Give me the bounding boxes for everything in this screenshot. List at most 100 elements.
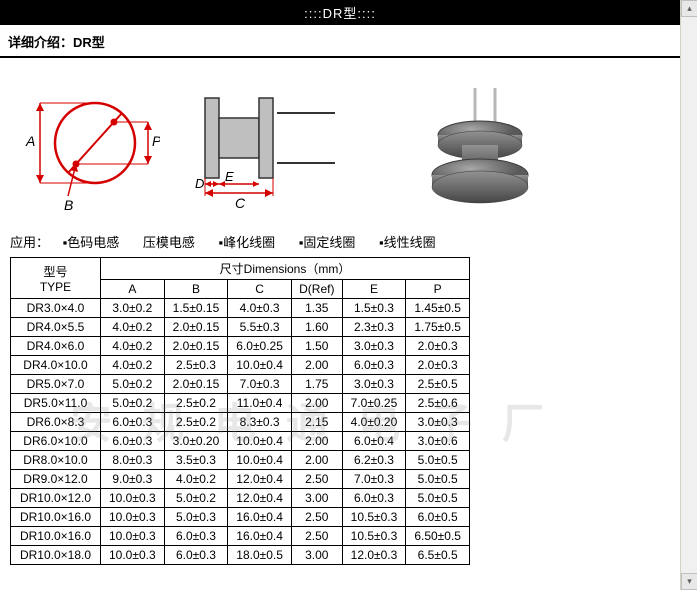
cell-d: 2.50 xyxy=(291,470,342,489)
cell-e: 10.5±0.3 xyxy=(342,508,406,527)
cell-type: DR10.0×16.0 xyxy=(11,527,101,546)
col-d: D(Ref) xyxy=(291,280,342,299)
table-row: DR8.0×10.08.0±0.33.5±0.310.0±0.42.006.2±… xyxy=(11,451,470,470)
cell-e: 6.0±0.4 xyxy=(342,432,406,451)
cell-b: 2.0±0.15 xyxy=(164,375,228,394)
diagram-top-view: A P B xyxy=(20,78,160,218)
cell-type: DR10.0×18.0 xyxy=(11,546,101,565)
cell-p: 2.5±0.6 xyxy=(406,394,470,413)
cell-p: 6.0±0.5 xyxy=(406,508,470,527)
cell-c: 8.3±0.3 xyxy=(228,413,292,432)
cell-c: 10.0±0.4 xyxy=(228,432,292,451)
cell-type: DR6.0×10.0 xyxy=(11,432,101,451)
cell-e: 3.0±0.3 xyxy=(342,375,406,394)
col-c: C xyxy=(228,280,292,299)
cell-b: 2.5±0.3 xyxy=(164,356,228,375)
col-b: B xyxy=(164,280,228,299)
cell-type: DR6.0×8.3 xyxy=(11,413,101,432)
subheader-label: 详细介绍： xyxy=(8,35,73,50)
col-p: P xyxy=(406,280,470,299)
scroll-up-button[interactable]: ▴ xyxy=(681,0,697,17)
cell-a: 4.0±0.2 xyxy=(101,318,165,337)
cell-a: 6.0±0.3 xyxy=(101,432,165,451)
cell-a: 5.0±0.2 xyxy=(101,375,165,394)
component-photo xyxy=(380,83,560,213)
cell-d: 3.00 xyxy=(291,546,342,565)
cell-b: 5.0±0.2 xyxy=(164,489,228,508)
scrollbar-track[interactable] xyxy=(681,17,697,573)
cell-d: 2.00 xyxy=(291,432,342,451)
cell-b: 6.0±0.3 xyxy=(164,527,228,546)
cell-p: 5.0±0.5 xyxy=(406,470,470,489)
cell-a: 10.0±0.3 xyxy=(101,527,165,546)
cell-p: 6.5±0.5 xyxy=(406,546,470,565)
diagram-side-view: C D E xyxy=(185,78,355,218)
cell-c: 12.0±0.4 xyxy=(228,470,292,489)
header-bar: ::::DR型:::: xyxy=(0,0,680,27)
cell-a: 5.0±0.2 xyxy=(101,394,165,413)
cell-a: 10.0±0.3 xyxy=(101,489,165,508)
cell-type: DR9.0×12.0 xyxy=(11,470,101,489)
cell-type: DR3.0×4.0 xyxy=(11,299,101,318)
cell-b: 2.5±0.2 xyxy=(164,413,228,432)
cell-b: 3.5±0.3 xyxy=(164,451,228,470)
subheader-model: DR型 xyxy=(73,35,105,50)
cell-type: DR5.0×11.0 xyxy=(11,394,101,413)
cell-d: 1.60 xyxy=(291,318,342,337)
cell-p: 6.50±0.5 xyxy=(406,527,470,546)
cell-d: 2.50 xyxy=(291,527,342,546)
cell-e: 4.0±0.20 xyxy=(342,413,406,432)
svg-text:A: A xyxy=(25,133,35,149)
cell-d: 3.00 xyxy=(291,489,342,508)
cell-a: 10.0±0.3 xyxy=(101,508,165,527)
table-row: DR10.0×18.010.0±0.36.0±0.318.0±0.53.0012… xyxy=(11,546,470,565)
col-a: A xyxy=(101,280,165,299)
cell-d: 2.00 xyxy=(291,356,342,375)
cell-type: DR5.0×7.0 xyxy=(11,375,101,394)
table-row: DR10.0×16.010.0±0.35.0±0.316.0±0.42.5010… xyxy=(11,508,470,527)
cell-a: 4.0±0.2 xyxy=(101,356,165,375)
cell-e: 3.0±0.3 xyxy=(342,337,406,356)
cell-e: 7.0±0.3 xyxy=(342,470,406,489)
svg-text:E: E xyxy=(225,169,234,184)
cell-c: 10.0±0.4 xyxy=(228,356,292,375)
cell-d: 1.35 xyxy=(291,299,342,318)
cell-b: 5.0±0.3 xyxy=(164,508,228,527)
table-row: DR3.0×4.03.0±0.21.5±0.154.0±0.31.351.5±0… xyxy=(11,299,470,318)
svg-text:C: C xyxy=(235,195,246,211)
cell-e: 6.0±0.3 xyxy=(342,356,406,375)
table-row: DR4.0×6.04.0±0.22.0±0.156.0±0.251.503.0±… xyxy=(11,337,470,356)
cell-c: 16.0±0.4 xyxy=(228,527,292,546)
table-row: DR4.0×5.54.0±0.22.0±0.155.5±0.31.602.3±0… xyxy=(11,318,470,337)
cell-p: 2.0±0.3 xyxy=(406,356,470,375)
cell-c: 5.5±0.3 xyxy=(228,318,292,337)
cell-p: 1.75±0.5 xyxy=(406,318,470,337)
cell-b: 2.0±0.15 xyxy=(164,337,228,356)
cell-c: 12.0±0.4 xyxy=(228,489,292,508)
app-item: ▪色码电感 xyxy=(63,235,130,250)
cell-type: DR8.0×10.0 xyxy=(11,451,101,470)
cell-d: 2.00 xyxy=(291,451,342,470)
cell-d: 1.75 xyxy=(291,375,342,394)
cell-c: 16.0±0.4 xyxy=(228,508,292,527)
dimensions-table: 型号TYPE 尺寸Dimensions（mm） A B C D(Ref) E P… xyxy=(10,257,470,565)
cell-e: 6.0±0.3 xyxy=(342,489,406,508)
applications-row: 应用： ▪色码电感 压模电感 ▪峰化线圈 ▪固定线圈 ▪线性线圈 xyxy=(0,228,680,257)
vertical-scrollbar[interactable]: ▴ ▾ xyxy=(680,0,697,590)
app-item: ▪峰化线圈 xyxy=(219,235,286,250)
cell-b: 1.5±0.15 xyxy=(164,299,228,318)
scroll-down-button[interactable]: ▾ xyxy=(681,573,697,590)
cell-c: 18.0±0.5 xyxy=(228,546,292,565)
cell-p: 2.5±0.5 xyxy=(406,375,470,394)
table-row: DR10.0×16.010.0±0.36.0±0.316.0±0.42.5010… xyxy=(11,527,470,546)
cell-c: 6.0±0.25 xyxy=(228,337,292,356)
cell-b: 2.0±0.15 xyxy=(164,318,228,337)
table-row: DR6.0×8.36.0±0.32.5±0.28.3±0.32.154.0±0.… xyxy=(11,413,470,432)
cell-d: 2.00 xyxy=(291,394,342,413)
cell-d: 1.50 xyxy=(291,337,342,356)
table-row: DR10.0×12.010.0±0.35.0±0.212.0±0.43.006.… xyxy=(11,489,470,508)
cell-type: DR10.0×12.0 xyxy=(11,489,101,508)
svg-text:D: D xyxy=(195,176,204,191)
header-title: ::::DR型:::: xyxy=(304,6,376,21)
cell-b: 4.0±0.2 xyxy=(164,470,228,489)
